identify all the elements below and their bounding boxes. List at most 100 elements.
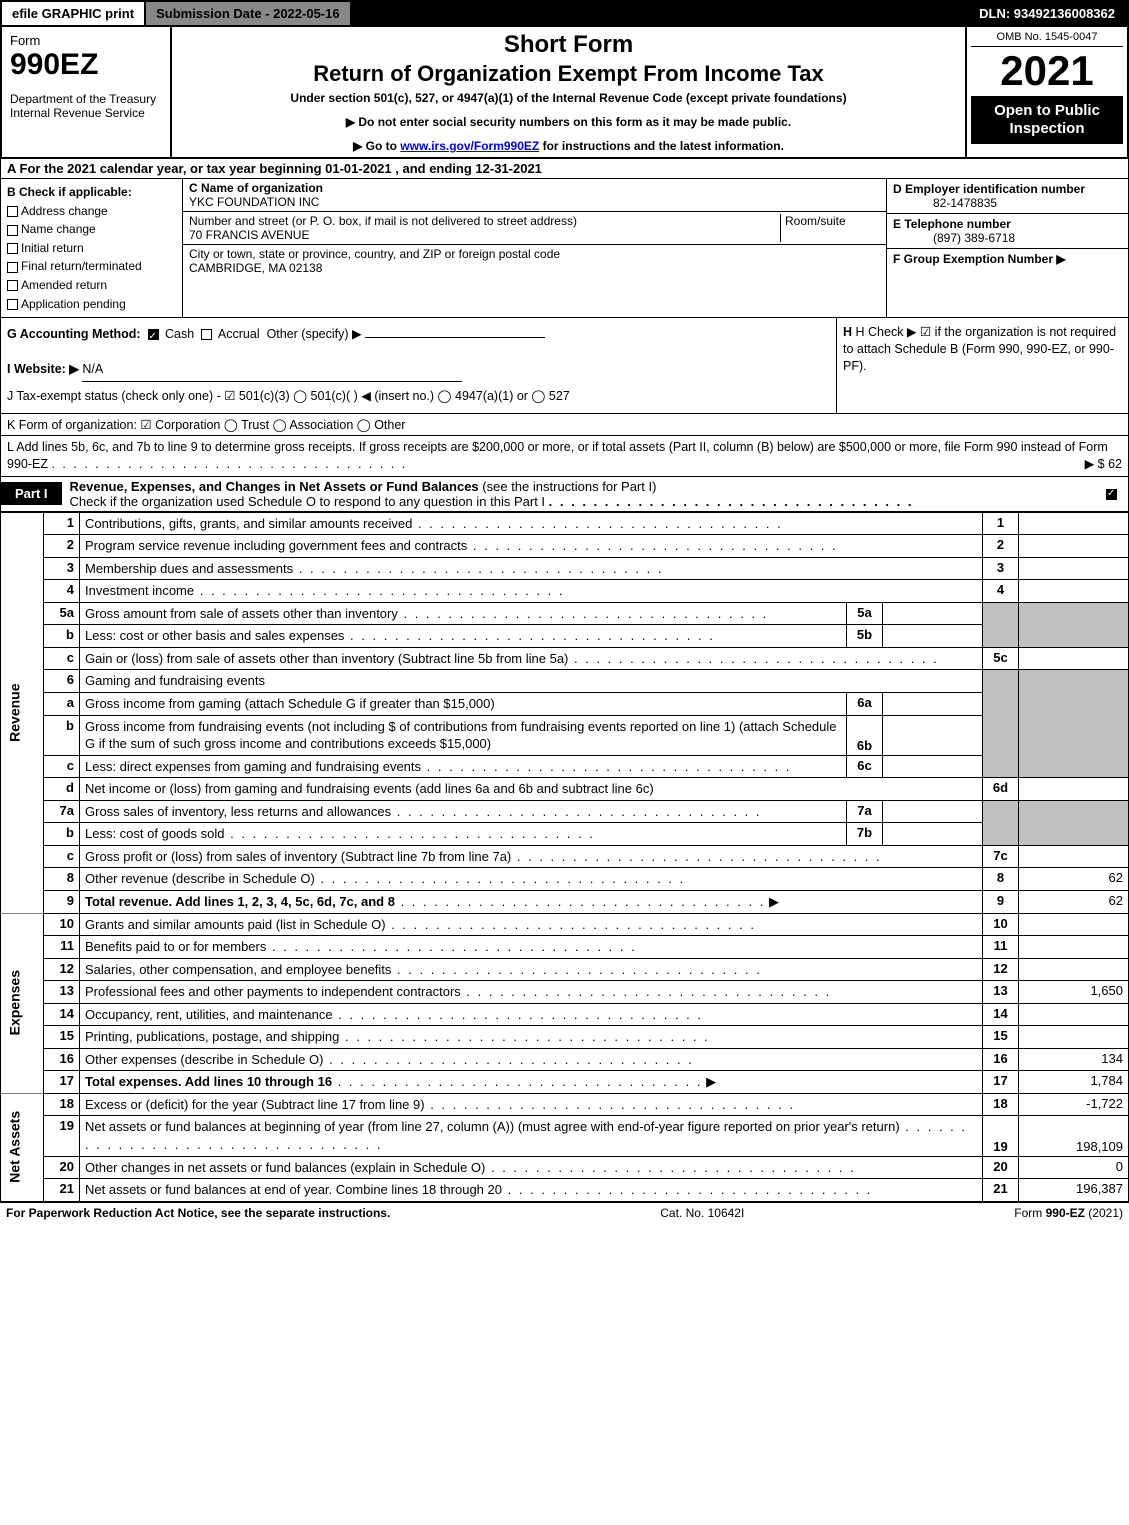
ein-row: D Employer identification number 82-1478…	[887, 179, 1128, 214]
ghij-left: G Accounting Method: Cash Accrual Other …	[1, 318, 836, 413]
row-j: J Tax-exempt status (check only one) - ☑…	[7, 386, 830, 407]
city: CAMBRIDGE, MA 02138	[189, 261, 880, 275]
footer-left: For Paperwork Reduction Act Notice, see …	[6, 1206, 390, 1220]
part-i-check[interactable]	[1106, 486, 1128, 501]
page-footer: For Paperwork Reduction Act Notice, see …	[0, 1202, 1129, 1223]
topbar: efile GRAPHIC print Submission Date - 20…	[0, 0, 1129, 27]
form-number: 990EZ	[10, 48, 162, 82]
lines-table: Revenue 1 Contributions, gifts, grants, …	[0, 512, 1129, 1202]
note-goto-pre: ▶ Go to	[353, 139, 400, 153]
line-16: 16 Other expenses (describe in Schedule …	[1, 1048, 1129, 1071]
row-h: H H Check ▶ ☑ if the organization is not…	[836, 318, 1128, 413]
part-i-check-line: Check if the organization used Schedule …	[70, 494, 546, 509]
chk-amended-return[interactable]: Amended return	[7, 276, 176, 295]
i-label: I Website: ▶	[7, 362, 79, 376]
line-6: 6 Gaming and fundraising events	[1, 670, 1129, 693]
chk-initial-return[interactable]: Initial return	[7, 239, 176, 258]
open-to-public: Open to Public Inspection	[971, 96, 1123, 144]
line-15: 15 Printing, publications, postage, and …	[1, 1026, 1129, 1049]
line-6c: c Less: direct expenses from gaming and …	[1, 755, 1129, 778]
line-12: 12 Salaries, other compensation, and emp…	[1, 958, 1129, 981]
chk-application-pending[interactable]: Application pending	[7, 295, 176, 314]
ein-val: 82-1478835	[893, 196, 1122, 210]
efile-label: efile GRAPHIC print	[2, 2, 146, 25]
phone-val: (897) 389-6718	[893, 231, 1122, 245]
department: Department of the Treasury Internal Reve…	[10, 92, 162, 121]
line-5a: 5a Gross amount from sale of assets othe…	[1, 602, 1129, 625]
chk-final-return[interactable]: Final return/terminated	[7, 257, 176, 276]
line-18: Net Assets 18 Excess or (deficit) for th…	[1, 1093, 1129, 1116]
line-6d: d Net income or (loss) from gaming and f…	[1, 778, 1129, 801]
org-city-row: City or town, state or province, country…	[183, 245, 886, 277]
line-6b: b Gross income from fundraising events (…	[1, 715, 1129, 755]
col-d: D Employer identification number 82-1478…	[886, 179, 1128, 317]
g-cash-chk[interactable]	[148, 329, 159, 340]
footer-center: Cat. No. 10642I	[660, 1206, 744, 1220]
line-7c: c Gross profit or (loss) from sales of i…	[1, 845, 1129, 868]
ghij-block: G Accounting Method: Cash Accrual Other …	[0, 318, 1129, 414]
group-exemption-row: F Group Exemption Number ▶	[887, 249, 1128, 269]
dln: DLN: 93492136008362	[969, 2, 1127, 25]
line-20: 20 Other changes in net assets or fund b…	[1, 1156, 1129, 1179]
group-exemption-label: F Group Exemption Number ▶	[893, 252, 1122, 266]
line-17: 17 Total expenses. Add lines 10 through …	[1, 1071, 1129, 1094]
part-i-header: Part I Revenue, Expenses, and Changes in…	[0, 477, 1129, 512]
line-14: 14 Occupancy, rent, utilities, and maint…	[1, 1003, 1129, 1026]
addr-label: Number and street (or P. O. box, if mail…	[189, 214, 780, 228]
line-8: 8 Other revenue (describe in Schedule O)…	[1, 868, 1129, 891]
note-goto-post: for instructions and the latest informat…	[543, 139, 784, 153]
footer-right: Form 990-EZ (2021)	[1014, 1206, 1123, 1220]
line-21: 21 Net assets or fund balances at end of…	[1, 1179, 1129, 1202]
form-word: Form	[10, 33, 162, 48]
line-6a: a Gross income from gaming (attach Sched…	[1, 693, 1129, 716]
note-goto: ▶ Go to www.irs.gov/Form990EZ for instru…	[180, 139, 957, 153]
g-label: G Accounting Method:	[7, 327, 141, 341]
room-label: Room/suite	[780, 214, 880, 242]
header-center: Short Form Return of Organization Exempt…	[172, 27, 967, 157]
topbar-spacer	[352, 2, 970, 25]
chk-address-change[interactable]: Address change	[7, 202, 176, 221]
title-return: Return of Organization Exempt From Incom…	[180, 61, 957, 87]
phone-row: E Telephone number (897) 389-6718	[887, 214, 1128, 249]
part-i-title-bold: Revenue, Expenses, and Changes in Net As…	[70, 479, 479, 494]
side-expenses: Expenses	[1, 913, 44, 1093]
line-11: 11 Benefits paid to or for members 11	[1, 936, 1129, 959]
row-k: K Form of organization: ☑ Corporation ◯ …	[0, 414, 1129, 436]
line-13: 13 Professional fees and other payments …	[1, 981, 1129, 1004]
addr: 70 FRANCIS AVENUE	[189, 228, 780, 242]
row-h-text: H Check ▶ ☑ if the organization is not r…	[843, 325, 1116, 373]
tax-year: 2021	[971, 50, 1123, 92]
line-10: Expenses 10 Grants and similar amounts p…	[1, 913, 1129, 936]
line-1: Revenue 1 Contributions, gifts, grants, …	[1, 512, 1129, 535]
line-2: 2 Program service revenue including gove…	[1, 535, 1129, 558]
line-19: 19 Net assets or fund balances at beginn…	[1, 1116, 1129, 1156]
line-7b: b Less: cost of goods sold 7b	[1, 823, 1129, 846]
org-name: YKC FOUNDATION INC	[189, 195, 880, 209]
city-label: City or town, state or province, country…	[189, 247, 880, 261]
line-5c: c Gain or (loss) from sale of assets oth…	[1, 647, 1129, 670]
line-5b: b Less: cost or other basis and sales ex…	[1, 625, 1129, 648]
side-revenue: Revenue	[1, 512, 44, 913]
irs-link[interactable]: www.irs.gov/Form990EZ	[400, 139, 539, 153]
phone-label: E Telephone number	[893, 217, 1122, 231]
submission-date: Submission Date - 2022-05-16	[146, 2, 352, 25]
g-cash: Cash	[165, 327, 194, 341]
omb: OMB No. 1545-0047	[971, 31, 1123, 47]
g-accrual-chk[interactable]	[201, 329, 212, 340]
row-a: A For the 2021 calendar year, or tax yea…	[0, 159, 1129, 179]
chk-name-change[interactable]: Name change	[7, 220, 176, 239]
g-other: Other (specify) ▶	[267, 327, 362, 341]
form-header: Form 990EZ Department of the Treasury In…	[0, 27, 1129, 159]
col-c: C Name of organization YKC FOUNDATION IN…	[183, 179, 886, 317]
note-ssn: ▶ Do not enter social security numbers o…	[180, 115, 957, 129]
row-i: I Website: ▶ N/A	[7, 359, 830, 381]
line-7a: 7a Gross sales of inventory, less return…	[1, 800, 1129, 823]
row-l: L Add lines 5b, 6c, and 7b to line 9 to …	[0, 436, 1129, 477]
header-right: OMB No. 1545-0047 2021 Open to Public In…	[967, 27, 1127, 157]
header-left: Form 990EZ Department of the Treasury In…	[2, 27, 172, 157]
side-netassets: Net Assets	[1, 1093, 44, 1201]
i-val: N/A	[82, 359, 462, 381]
org-addr-row: Number and street (or P. O. box, if mail…	[183, 212, 886, 245]
g-accrual: Accrual	[218, 327, 260, 341]
part-i-title-plain: (see the instructions for Part I)	[482, 479, 656, 494]
